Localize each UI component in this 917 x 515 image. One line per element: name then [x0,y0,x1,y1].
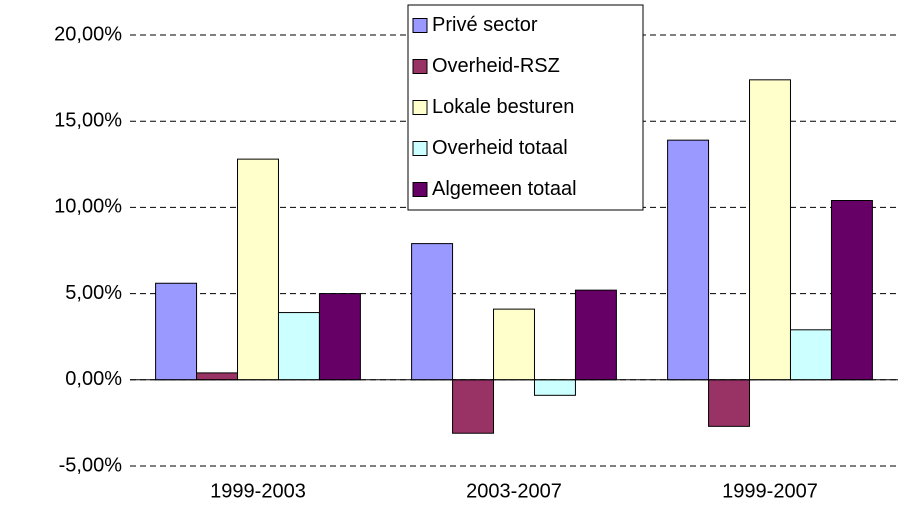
bar [237,158,279,381]
bar [749,79,791,381]
x-tick-label: 1999-2003 [210,480,306,502]
legend-label: Privé sector [432,14,538,36]
bar [830,200,873,381]
legend-swatch [412,141,428,156]
legend-swatch [412,100,428,115]
bar [155,282,198,381]
y-tick-label: 5,00% [65,282,122,304]
bar [318,293,361,381]
bar [574,289,617,381]
y-tick-label: 15,00% [54,109,122,131]
x-tick-label: 2003-2007 [466,480,562,502]
x-tick-label: 1999-2007 [722,480,818,502]
y-tick-label: 0,00% [65,368,122,390]
legend-swatch [412,182,428,197]
bar [196,372,239,381]
bar [667,139,710,381]
y-tick-label: -5,00% [59,454,123,476]
legend-label: Overheid-RSZ [432,55,560,77]
bar [452,379,495,434]
y-tick-label: 20,00% [54,23,122,45]
bar [411,243,454,381]
y-tick-label: 10,00% [54,196,122,218]
legend-swatch [412,59,428,74]
legend-label: Lokale besturen [432,96,574,118]
bar [708,379,751,427]
bar [277,312,320,381]
legend-label: Algemeen totaal [432,178,577,200]
bar [493,308,535,381]
bar [533,379,576,396]
legend-label: Overheid totaal [432,137,568,159]
bar [789,329,832,381]
legend-swatch [412,18,428,33]
legend-box [407,4,644,211]
